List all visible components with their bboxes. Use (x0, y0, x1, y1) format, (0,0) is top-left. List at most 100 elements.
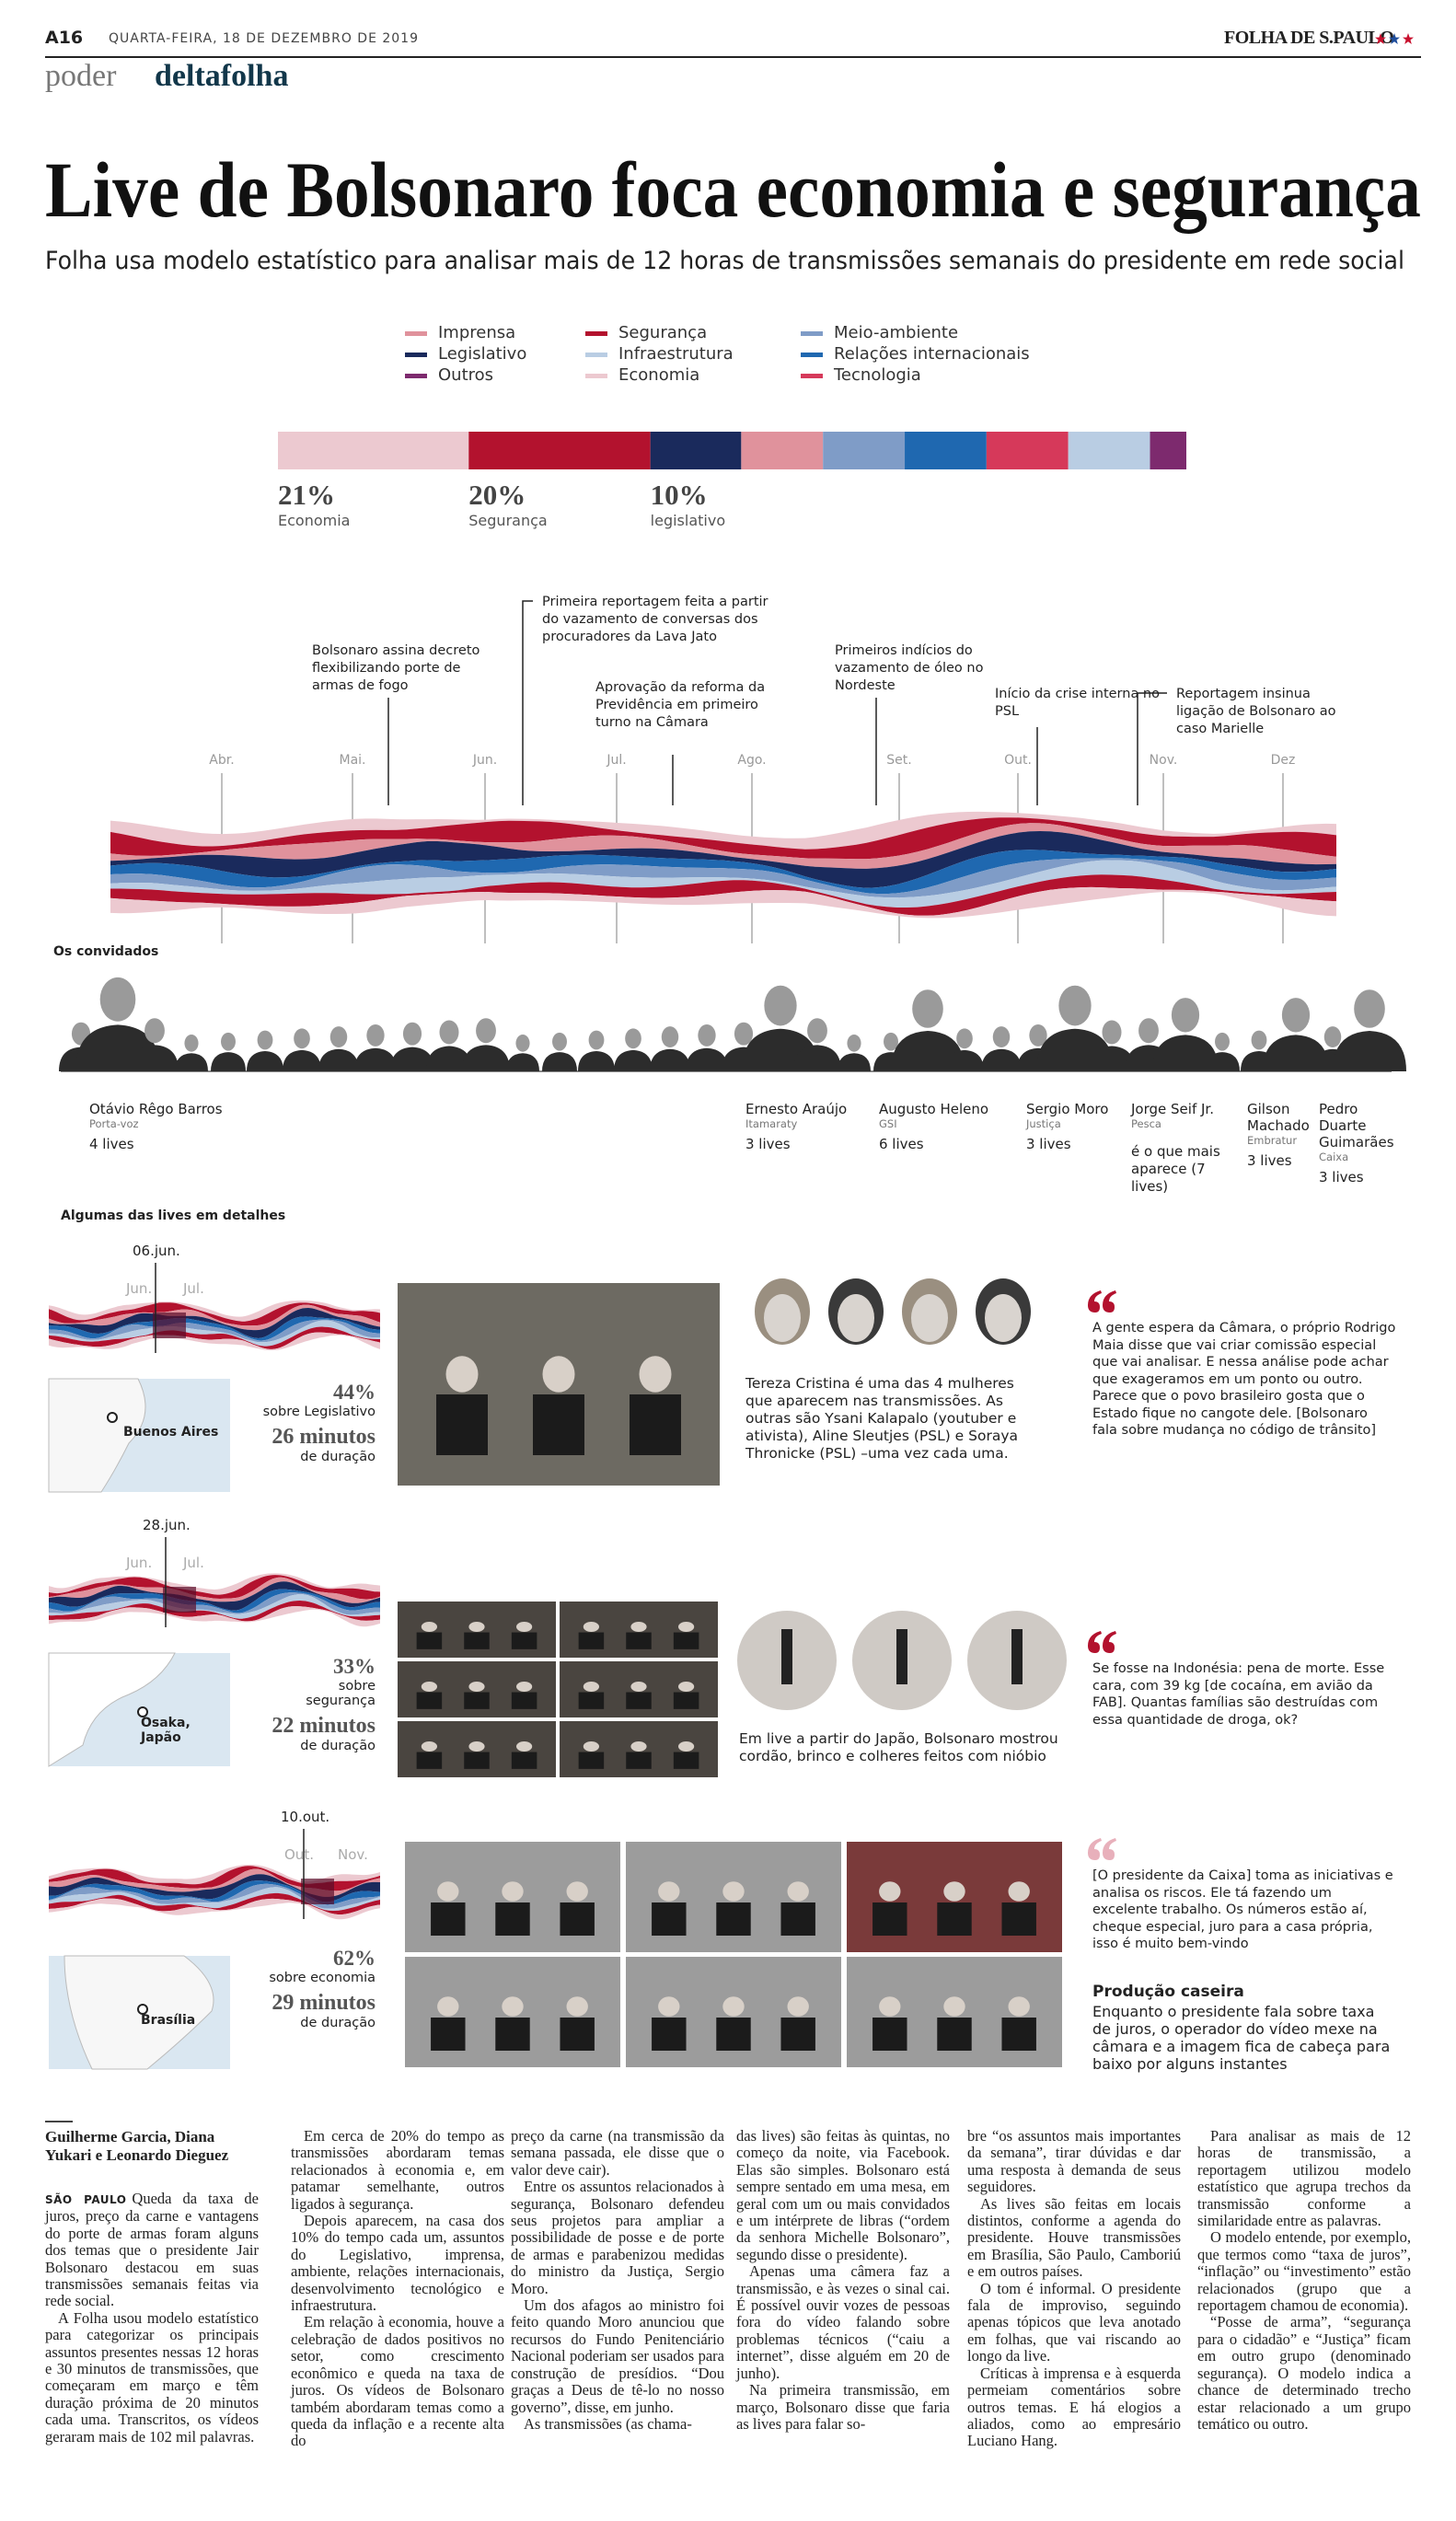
paragraph: Para analisar as mais de 12 horas de tra… (1197, 2127, 1411, 2230)
guest: Sergio Moro Justiça 3 lives (1026, 1101, 1127, 1153)
stream-band (49, 1573, 380, 1595)
graphics: Abr. Mai. Jun. Jul. Ago. Set. Out. Nov. Dez Jun. J… (48, 331, 1406, 2070)
guest-body (793, 1045, 841, 1071)
guest-body (1089, 1046, 1135, 1071)
guest-face (1029, 1023, 1047, 1047)
guest-body (981, 1048, 1022, 1071)
stream-band (110, 850, 1336, 895)
share-bar-segment (650, 432, 742, 469)
headline: Live de Bolsonaro foca economia e segura… (45, 145, 1421, 234)
guest-name: Gilson Machado (1247, 1101, 1310, 1134)
photo-figure (566, 1881, 588, 1902)
guest: Pedro Duarte Guimarães Caixa 3 lives (1319, 1101, 1406, 1186)
guest-name: Jorge Seif Jr. (1131, 1101, 1214, 1117)
guest-body (650, 1048, 690, 1071)
photo-figure (1008, 1881, 1030, 1902)
photo-figure (578, 1632, 605, 1649)
photo-figure (511, 1752, 537, 1769)
photo-figure (431, 1902, 466, 1936)
duration: 29 minutos (272, 1991, 376, 2015)
share: 44% (333, 1381, 376, 1404)
map-land (48, 1652, 176, 1767)
body-column: preço da carne (na transmissão da semana… (511, 2127, 724, 2433)
stream-band (49, 1320, 380, 1347)
photo-figure (437, 1996, 459, 2017)
guest-face (366, 1023, 385, 1047)
guest-body (686, 1047, 728, 1071)
photo-figure (678, 1740, 695, 1752)
body-column: Em cerca de 20% do tempo as transmissões… (291, 2127, 504, 2450)
photo-figure (431, 2018, 466, 2051)
photo-figure (937, 1902, 972, 1936)
guest-role: Itamaraty (745, 1117, 798, 1130)
photo-figure (1001, 1902, 1036, 1936)
headline-box: Live de Bolsonaro foca economia e segura… (45, 145, 1421, 234)
stream-band (110, 874, 1336, 916)
date: QUARTA-FEIRA, 18 DE DEZEMBRO DE 2019 (109, 31, 419, 46)
month-label: Dez (1271, 753, 1296, 768)
stream-band (110, 817, 1336, 860)
guest-body (542, 1052, 577, 1071)
stream-band (49, 1594, 380, 1619)
share-bar-segment (1150, 432, 1186, 469)
photo-figure (464, 1632, 490, 1649)
body-column: bre “os assuntos mais importantes da sem… (967, 2127, 1181, 2450)
caption: Em live a partir do Japão, Bolsonaro mos… (739, 1730, 1058, 1764)
photo-figure (495, 1902, 530, 1936)
guest-body (318, 1048, 359, 1071)
map-place: Osaka, Japão (141, 1716, 191, 1745)
guest-face (402, 1022, 422, 1046)
photo-figure (468, 1621, 485, 1632)
quote: Se fosse na Indonésia: pena de morte. Es… (1092, 1661, 1385, 1728)
guest-face (1171, 998, 1200, 1033)
guest-face (992, 1026, 1011, 1048)
stream-band (49, 1319, 380, 1343)
subsection: deltafolha (155, 59, 289, 93)
duration-note: de duração (300, 1739, 376, 1753)
streamgraph (110, 811, 1336, 919)
photo-figure (673, 1632, 699, 1649)
photo-figure (678, 1681, 695, 1692)
stream-band (49, 1326, 380, 1349)
guest-body (462, 1045, 510, 1071)
mini-highlight (153, 1313, 186, 1338)
photo-figure (516, 1681, 533, 1692)
guest-face (956, 1028, 973, 1049)
guest-body (390, 1047, 434, 1071)
photo-figure (511, 1632, 537, 1649)
guest-face (734, 1022, 754, 1046)
legend-label: Tecnologia (834, 365, 921, 385)
guest-face (184, 1035, 199, 1052)
photo-figure (578, 1752, 605, 1769)
guest-body (426, 1046, 472, 1071)
guest: Ernesto Araújo Itamaraty 3 lives (745, 1101, 865, 1153)
photo-figure (630, 1621, 647, 1632)
share-bar-segment (1068, 432, 1150, 469)
map-marker (137, 2004, 148, 2015)
stream-band (49, 1332, 380, 1351)
mini-highlight (163, 1587, 196, 1613)
paragraph: As transmissões (as chama- (524, 2414, 692, 2433)
quote-mark (1103, 1290, 1116, 1313)
stream-band (110, 823, 1336, 869)
legend-swatch (405, 353, 427, 357)
stream-band (49, 1592, 380, 1615)
section: poder (45, 59, 117, 93)
guest-lives: 3 lives (1026, 1136, 1071, 1152)
paragraph: As lives são feitas em locais distintos,… (967, 2194, 1181, 2281)
guest-name: Pedro Duarte Guimarães (1319, 1101, 1394, 1151)
photo-figure (560, 2018, 595, 2051)
photo-figure (630, 1740, 647, 1752)
photo-figure (787, 1996, 809, 2017)
note-title: Produção caseira (1092, 1983, 1244, 2001)
guest-body (1205, 1052, 1240, 1071)
event-label: Reportagem insinua ligação de Bolsonaro … (1176, 687, 1336, 736)
photo-figure (437, 1881, 459, 1902)
quote-mark (1103, 1631, 1116, 1653)
photo-figure (652, 2018, 687, 2051)
stream-band (49, 1577, 380, 1603)
month-label: Jul. (606, 753, 626, 768)
legend-swatch (585, 353, 607, 357)
stream-band (49, 1898, 380, 1920)
